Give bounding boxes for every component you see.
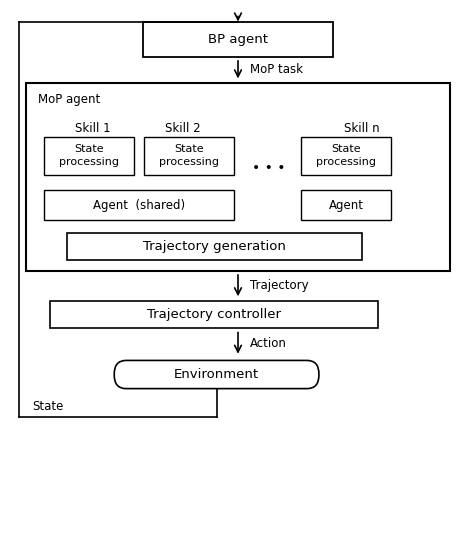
FancyBboxPatch shape xyxy=(26,83,450,271)
Text: State: State xyxy=(32,400,64,413)
Text: Skill 2: Skill 2 xyxy=(166,122,201,136)
FancyBboxPatch shape xyxy=(44,137,134,175)
Text: • • •: • • • xyxy=(252,161,286,175)
Bar xyxy=(295,115,428,261)
Text: Action: Action xyxy=(250,337,287,350)
FancyBboxPatch shape xyxy=(67,233,362,260)
FancyBboxPatch shape xyxy=(143,22,333,57)
Text: Skill 1: Skill 1 xyxy=(75,122,110,136)
Text: BP agent: BP agent xyxy=(208,33,268,46)
Text: State
processing: State processing xyxy=(59,144,119,167)
Text: State
processing: State processing xyxy=(159,144,219,167)
Bar xyxy=(38,115,271,261)
Text: Agent  (shared): Agent (shared) xyxy=(93,199,185,211)
FancyBboxPatch shape xyxy=(50,301,378,328)
Text: Skill n: Skill n xyxy=(344,122,379,136)
FancyBboxPatch shape xyxy=(44,190,234,220)
Text: MoP agent: MoP agent xyxy=(38,93,100,106)
FancyBboxPatch shape xyxy=(114,360,319,389)
Text: Environment: Environment xyxy=(174,368,259,381)
Text: MoP task: MoP task xyxy=(250,63,303,76)
Text: Trajectory: Trajectory xyxy=(250,279,308,292)
FancyBboxPatch shape xyxy=(144,137,234,175)
FancyBboxPatch shape xyxy=(301,137,391,175)
Text: Trajectory generation: Trajectory generation xyxy=(143,240,286,253)
Text: State
processing: State processing xyxy=(316,144,376,167)
Text: Agent: Agent xyxy=(328,199,364,211)
Text: Trajectory controller: Trajectory controller xyxy=(147,308,281,321)
FancyBboxPatch shape xyxy=(301,190,391,220)
